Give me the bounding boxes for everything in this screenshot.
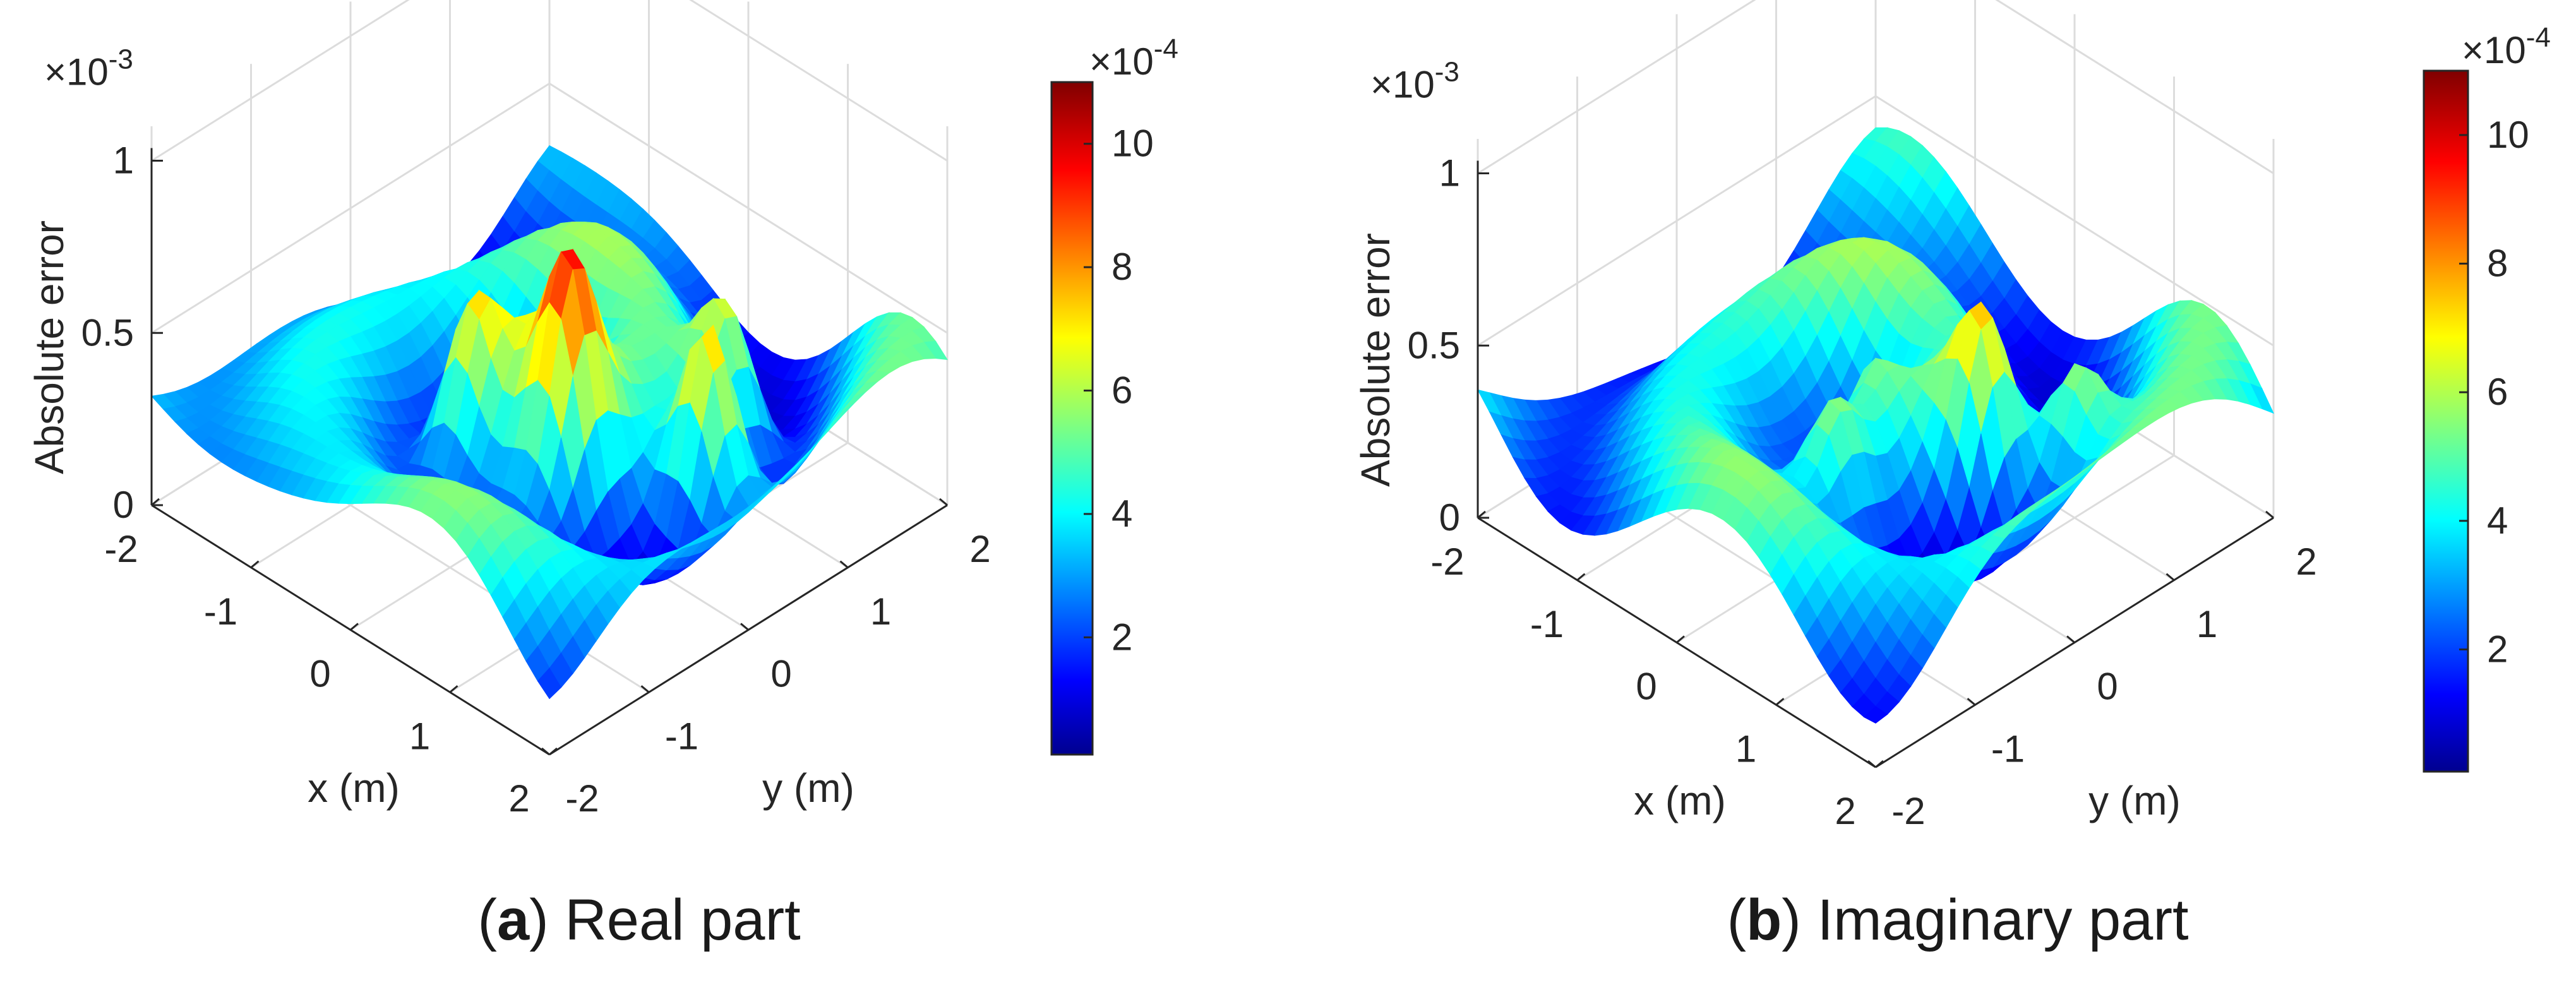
colorbar <box>1050 81 1094 756</box>
colorbar-tick-label: 4 <box>1111 493 1132 535</box>
colorbar-tick-label: 6 <box>1111 369 1132 412</box>
x-tick-mark <box>1875 760 1884 768</box>
y-tick-mark <box>541 747 550 756</box>
y-tick-label: 1 <box>870 590 891 633</box>
z-tick-label: 0.5 <box>81 311 134 354</box>
x-tick-label: -2 <box>1430 541 1464 583</box>
z-axis-label: Absolute error <box>27 220 72 474</box>
x-tick-label: 2 <box>1835 790 1855 832</box>
x-tick-mark <box>549 747 558 756</box>
x-tick-mark <box>1676 635 1685 643</box>
x-tick-label: 2 <box>508 777 529 820</box>
panel-caption: (a) Real part <box>477 888 800 952</box>
grid-line-z <box>1477 0 2274 174</box>
z-tick-label: 0.5 <box>1408 324 1460 366</box>
surface-patch <box>537 667 562 700</box>
colorbar-tick-label: 8 <box>1111 246 1132 288</box>
y-tick-label: 2 <box>2296 541 2316 583</box>
y-tick-label: -1 <box>665 715 698 757</box>
y-axis-label: y (m) <box>762 765 854 811</box>
y-tick-label: -1 <box>1991 727 2025 770</box>
x-tick-label: -1 <box>204 590 237 633</box>
colorbar-tick-label: 8 <box>2487 242 2508 285</box>
y-tick-mark <box>2265 510 2274 519</box>
x-tick-label: -2 <box>104 528 138 570</box>
x-tick-label: 1 <box>1735 727 1756 770</box>
y-tick-mark <box>2166 573 2175 581</box>
x-tick-mark <box>1477 510 1486 519</box>
x-axis-label: x (m) <box>1634 778 1726 823</box>
y-tick-mark <box>839 560 849 568</box>
x-tick-label: -1 <box>1530 603 1564 645</box>
z-axis-label: Absolute error <box>1353 233 1398 487</box>
colorbar-exponent: ×10-4 <box>2462 22 2551 71</box>
y-tick-label: -2 <box>1891 790 1925 832</box>
grid-line-z <box>1477 95 2274 347</box>
panel-imaginary-part: -2 -1 0 1 2 -2 -1 0 1 2 0 0.5 1 ×10-3 x (m) y (m) Absolu… <box>1353 0 2551 952</box>
y-tick-label: 0 <box>770 653 791 695</box>
x-tick-label: 1 <box>409 715 430 757</box>
colorbar-tick-label: 2 <box>1111 616 1132 658</box>
y-tick-label: 0 <box>2097 666 2118 708</box>
x-tick-label: 0 <box>1636 666 1656 708</box>
y-tick-mark <box>1867 760 1876 768</box>
colorbar-tick-label: 6 <box>2487 371 2508 413</box>
grid-line-z <box>151 0 948 162</box>
colorbar-tick-label: 10 <box>1111 123 1154 165</box>
grid-line-z <box>151 82 948 334</box>
y-tick-label: 1 <box>2196 603 2217 645</box>
z-tick-label: 1 <box>1439 152 1460 194</box>
surface <box>151 145 948 700</box>
z-tick-label: 0 <box>1439 496 1460 539</box>
x-tick-mark <box>1775 698 1785 706</box>
z-tick-label: 0 <box>113 484 134 526</box>
colorbar-tick-label: 4 <box>2487 499 2508 542</box>
z-axis-exponent: ×10-3 <box>1370 57 1459 106</box>
colorbar-exponent: ×10-4 <box>1089 33 1178 83</box>
surface <box>1477 127 2274 724</box>
x-tick-mark <box>449 685 458 693</box>
y-axis-label: y (m) <box>2088 778 2181 823</box>
surface-patch <box>1863 706 1888 724</box>
x-tick-mark <box>1576 573 1586 581</box>
y-tick-mark <box>939 498 948 506</box>
panel-caption: (b) Imaginary part <box>1727 888 2188 952</box>
y-tick-mark <box>740 623 749 631</box>
x-tick-mark <box>350 623 359 631</box>
colorbar <box>2423 69 2469 773</box>
colorbar-tick-label: 2 <box>2487 628 2508 671</box>
z-axis-exponent: ×10-3 <box>44 44 133 93</box>
x-axis-label: x (m) <box>308 765 400 811</box>
z-tick-label: 1 <box>113 140 134 182</box>
panel-real-part: -2 -1 0 1 2 -2 -1 0 1 2 0 0.5 1 ×10-3 x (m) y (m) Absolu… <box>27 0 1178 952</box>
x-tick-mark <box>250 560 260 568</box>
y-tick-mark <box>1967 698 1976 706</box>
y-tick-mark <box>2066 635 2075 643</box>
x-tick-mark <box>151 498 160 506</box>
y-tick-label: 2 <box>969 528 990 570</box>
y-tick-label: -2 <box>565 777 599 820</box>
y-tick-mark <box>640 685 650 693</box>
colorbar-tick-label: 10 <box>2487 114 2529 156</box>
x-tick-label: 0 <box>309 653 330 695</box>
